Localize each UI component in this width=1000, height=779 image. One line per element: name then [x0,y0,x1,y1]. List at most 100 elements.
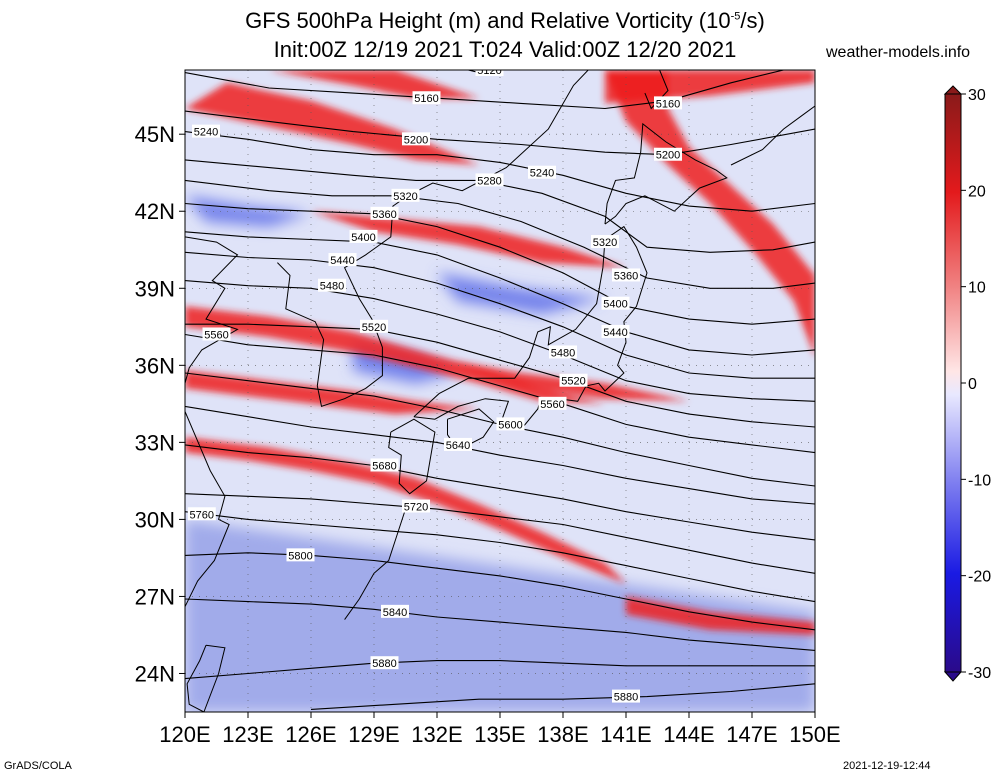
contour-label: 5760 [190,509,214,521]
contour-label-bg [370,458,399,472]
height-contour-5320 [185,179,815,289]
height-contours [185,70,815,710]
height-contour-5200 [185,110,815,156]
height-contour-5880 [310,683,815,710]
height-contour-5520 [185,323,815,428]
colorbar-bottom-arrow [943,671,963,682]
height-contour-5680 [185,444,815,541]
positive-vorticity-band [311,211,626,268]
contour-label: 5320 [593,237,617,249]
title-superscript: -5 [730,10,741,23]
contour-label-bg [601,296,630,310]
lon-tick-label: 135E [474,722,525,747]
coastline-russia-coast [407,70,589,197]
lat-tick-label: 36N [135,353,175,378]
contour-label: 5440 [603,327,627,339]
contour-label-bg [496,417,525,431]
contour-label: 5280 [477,175,501,187]
colorbar-tick-label: 10 [968,280,986,297]
contour-label-bg [328,253,357,267]
colorbar-tick-label: 0 [968,376,977,393]
height-contour-5760 [185,511,815,603]
contour-label-bg [402,132,430,146]
lon-tick-label: 120E [159,722,210,747]
contour-label-bg [654,96,682,110]
contour-label-bg [475,70,504,76]
site-watermark: weather-models.info [826,44,971,61]
contour-label-bg [381,604,409,618]
positive-vorticity-band [605,70,815,104]
contour-label-bg [475,173,504,187]
contour-label-bg [528,165,556,179]
colorbar-tick-label: 20 [968,183,986,200]
contour-label-bg [591,235,619,249]
positive-vorticity-band [185,370,479,415]
lon-tick-label: 141E [600,722,651,747]
coastline-ryukyu [344,508,406,620]
contour-label: 5360 [372,209,396,221]
height-contour-5880 [185,660,815,680]
contour-label-bg [318,278,346,292]
height-contour-5840 [185,598,815,651]
contour-label: 5880 [372,658,396,670]
title-units: /s) [740,8,765,33]
contour-label-bg [402,499,430,513]
footer-credit: GrADS/COLA [4,760,72,772]
colorbar-tick-label: 30 [968,87,986,104]
lat-tick-label: 45N [135,122,175,147]
chart-title-line2: Init:00Z 12/19 2021 T:024 Valid:00Z 12/2… [273,37,737,62]
coastline-china-coast [185,236,239,384]
contour-label: 5840 [383,607,407,619]
contour-label: 5400 [351,232,375,244]
contour-label: 5880 [614,692,638,704]
positive-vorticity-layer [185,70,815,635]
height-contour-5480 [185,280,815,402]
lat-tick-label: 24N [135,661,175,686]
contour-label-bg [202,327,231,341]
contour-label-bg [370,656,399,670]
contour-label-bg [559,373,588,387]
contour-label-bg [549,345,577,359]
contour-label: 5120 [477,65,501,77]
contour-label: 5360 [614,270,638,282]
coastline-korea [277,195,408,408]
lon-tick-label: 123E [222,722,273,747]
colorbar-ramp [944,93,962,673]
coastline-shikoku [447,408,495,451]
contour-label-bg [286,548,315,562]
height-contour-5280 [185,159,815,253]
lon-tick-label: 129E [348,722,399,747]
contour-label-bg [412,91,441,105]
height-contour-5240 [185,131,815,212]
contour-label: 5800 [288,550,312,562]
contour-label-bg [601,324,630,338]
contour-label-bg [187,507,216,521]
height-contour-5640 [185,405,815,505]
height-contour-5720 [185,493,815,574]
contour-label: 5560 [540,399,564,411]
height-contour-5400 [185,231,815,356]
coastline-kyushu [388,418,436,495]
lat-tick-label: 39N [135,276,175,301]
height-contour-5360 [185,202,815,325]
contour-label: 5560 [204,330,228,342]
lat-tick-label: 33N [135,430,175,455]
contour-label: 5240 [530,168,554,180]
contour-label-bg [612,689,640,703]
colorbar-tick-label: -30 [968,665,991,682]
lat-tick-label: 30N [135,507,175,532]
colorbar: 30 20 10 0 -10 -20 -30 [943,85,991,682]
lon-tick-label: 150E [789,722,840,747]
lon-tick-label: 138E [537,722,588,747]
contour-label: 5440 [330,255,354,267]
lon-tick-label: 132E [411,722,462,747]
lon-tick-label: 144E [663,722,714,747]
coastline-hokkaido [604,122,728,225]
contour-label-bg [444,437,472,451]
contour-label-bg [654,147,682,161]
contour-label: 5600 [498,419,522,431]
negative-vorticity-band [185,519,815,712]
positive-vorticity-band [626,596,815,635]
contour-label: 5200 [404,134,428,146]
